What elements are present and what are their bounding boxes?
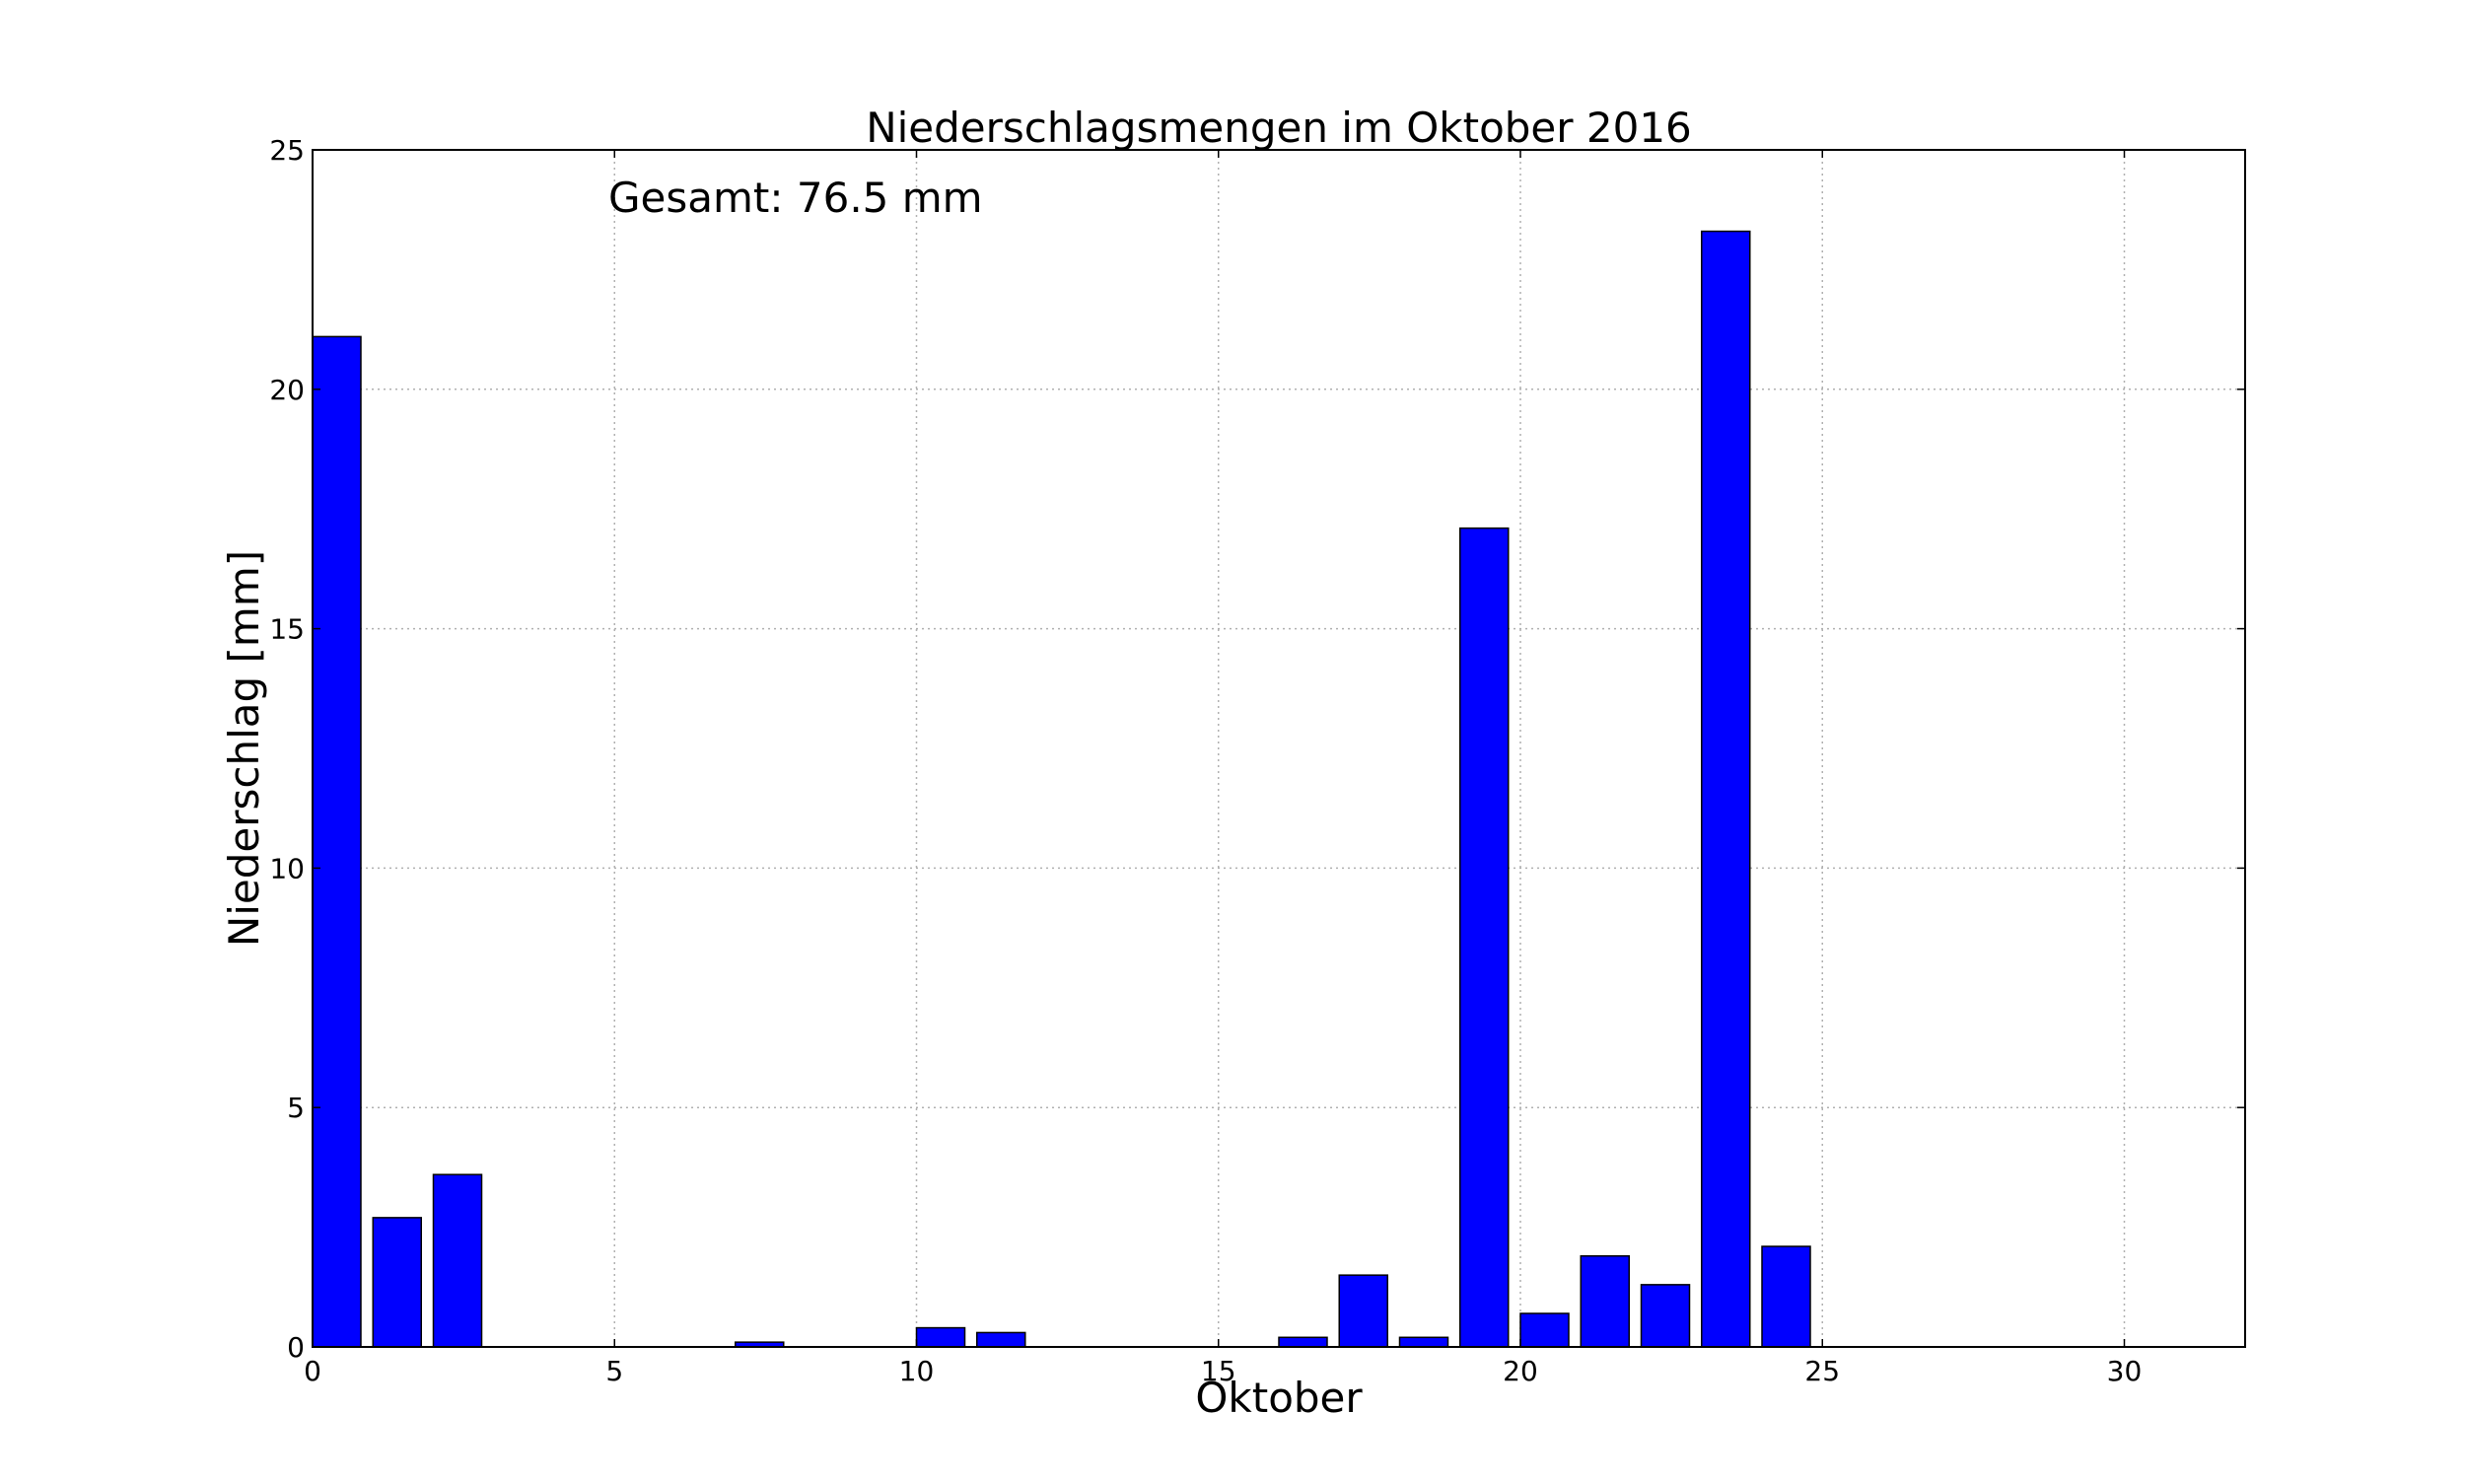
bar-day-0 [312,335,362,1348]
bar-day-16 [1278,1336,1328,1348]
y-tick-label: 20 [269,374,305,406]
bar-day-24 [1761,1245,1811,1348]
y-tick-label: 15 [269,613,305,646]
x-tick-label: 20 [1503,1355,1538,1387]
x-axis-label: Oktober [1195,1374,1363,1422]
y-tick-label: 10 [269,852,305,884]
x-tick-label: 25 [1804,1355,1840,1387]
x-tick-label: 15 [1201,1355,1236,1387]
bar-day-20 [1519,1312,1570,1348]
ticks-layer: 0 5 10 15 20 25 30 0 5 10 15 20 25 [269,134,2245,1387]
chart-title: Niederschlagsmengen im Oktober 2016 [866,104,1692,152]
x-tick-label: 30 [2107,1355,2143,1387]
bar-day-10 [915,1326,966,1348]
bar-day-1 [372,1217,422,1348]
bar-day-2 [432,1173,483,1348]
bar-day-19 [1459,527,1510,1348]
y-tick-label: 5 [287,1092,305,1124]
plot-frame [312,149,2246,1348]
grid-layer [313,150,2245,1347]
y-tick-label: 0 [287,1331,305,1364]
bar-day-21 [1580,1254,1630,1348]
x-tick-label: 0 [304,1355,321,1387]
y-tick-label: 25 [269,134,305,167]
total-annotation: Gesamt: 76.5 mm [608,174,983,222]
bar-day-11 [976,1331,1026,1348]
x-tick-label: 10 [899,1355,935,1387]
bars-layer [312,230,1811,1348]
y-axis-label: Niederschlag [mm] [220,550,268,947]
bar-day-18 [1398,1336,1449,1348]
bar-day-17 [1338,1274,1388,1348]
bar-day-23 [1701,230,1751,1348]
x-tick-label: 5 [605,1355,623,1387]
bar-day-22 [1640,1284,1691,1348]
